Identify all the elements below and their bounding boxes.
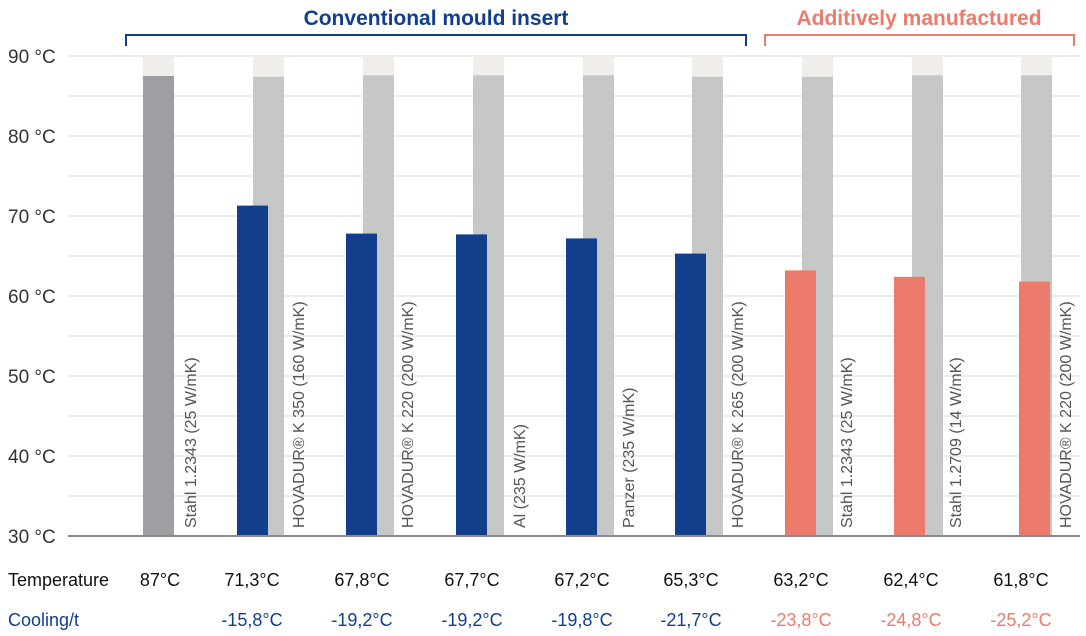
value-bar: [1019, 281, 1050, 536]
background-bar: [143, 76, 174, 536]
temperature-value: 87°C: [140, 570, 180, 590]
temperature-value: 61,8°C: [993, 570, 1048, 590]
temperature-value: 63,2°C: [773, 570, 828, 590]
group-bracket: [125, 34, 747, 46]
bar-category-label: Panzer (235 W/mK): [621, 388, 638, 528]
value-bar: [346, 233, 377, 536]
y-tick-label: 30 °C: [8, 527, 56, 548]
background-bar-cap: [253, 56, 284, 77]
cooling-row-label: Cooling/t: [8, 610, 79, 630]
bar-category-label: HOVADUR® K 220 (200 W/mK): [1058, 301, 1075, 528]
group-bracket: [764, 34, 1075, 46]
y-tick-label: 70 °C: [8, 207, 56, 228]
cooling-value: -23,8°C: [770, 610, 831, 630]
group-title: Conventional mould insert: [304, 7, 569, 30]
temperature-value: 65,3°C: [663, 570, 718, 590]
temperature-value: 71,3°C: [224, 570, 279, 590]
cooling-value: -24,8°C: [880, 610, 941, 630]
background-bar-cap: [363, 56, 394, 76]
background-bar-cap: [802, 56, 833, 77]
temperature-value: 67,2°C: [554, 570, 609, 590]
value-bar: [237, 205, 268, 536]
background-bar-cap: [143, 56, 174, 76]
value-bar: [785, 270, 816, 536]
bar-category-label: Al (235 W/mK): [512, 424, 529, 528]
value-bar: [894, 276, 925, 536]
group-title: Additively manufactured: [796, 7, 1041, 30]
temperature-value: 67,8°C: [334, 570, 389, 590]
bar-category-label: HOVADUR® K 350 (160 W/mK): [291, 301, 308, 528]
cooling-value: -25,2°C: [990, 610, 1051, 630]
cooling-value: -19,2°C: [441, 610, 502, 630]
bar-category-label: Stahl 1.2343 (25 W/mK): [839, 357, 856, 528]
background-bar-cap: [1021, 56, 1052, 76]
y-tick-label: 60 °C: [8, 287, 56, 308]
bar-category-label: Stahl 1.2343 (25 W/mK): [183, 357, 200, 528]
y-tick-label: 50 °C: [8, 367, 56, 388]
value-bar: [456, 234, 487, 536]
bar-category-label: Stahl 1.2709 (14 W/mK): [948, 357, 965, 528]
cooling-value: -19,8°C: [551, 610, 612, 630]
y-tick-label: 40 °C: [8, 447, 56, 468]
value-bar: [566, 238, 597, 536]
y-tick-label: 90 °C: [8, 47, 56, 68]
temperature-value: 67,7°C: [444, 570, 499, 590]
cooling-value: -21,7°C: [660, 610, 721, 630]
y-tick-label: 80 °C: [8, 127, 56, 148]
bar-category-label: HOVADUR® K 220 (200 W/mK): [400, 301, 417, 528]
bar-category-label: HOVADUR® K 265 (200 W/mK): [730, 301, 747, 528]
value-bar: [675, 253, 706, 536]
cooling-value: -19,2°C: [331, 610, 392, 630]
background-bar-cap: [692, 56, 723, 77]
cooling-value: -15,8°C: [221, 610, 282, 630]
background-bar-cap: [473, 56, 504, 76]
temperature-row-label: Temperature: [8, 570, 109, 590]
background-bar-cap: [583, 56, 614, 76]
background-bar-cap: [912, 56, 943, 76]
temperature-value: 62,4°C: [883, 570, 938, 590]
